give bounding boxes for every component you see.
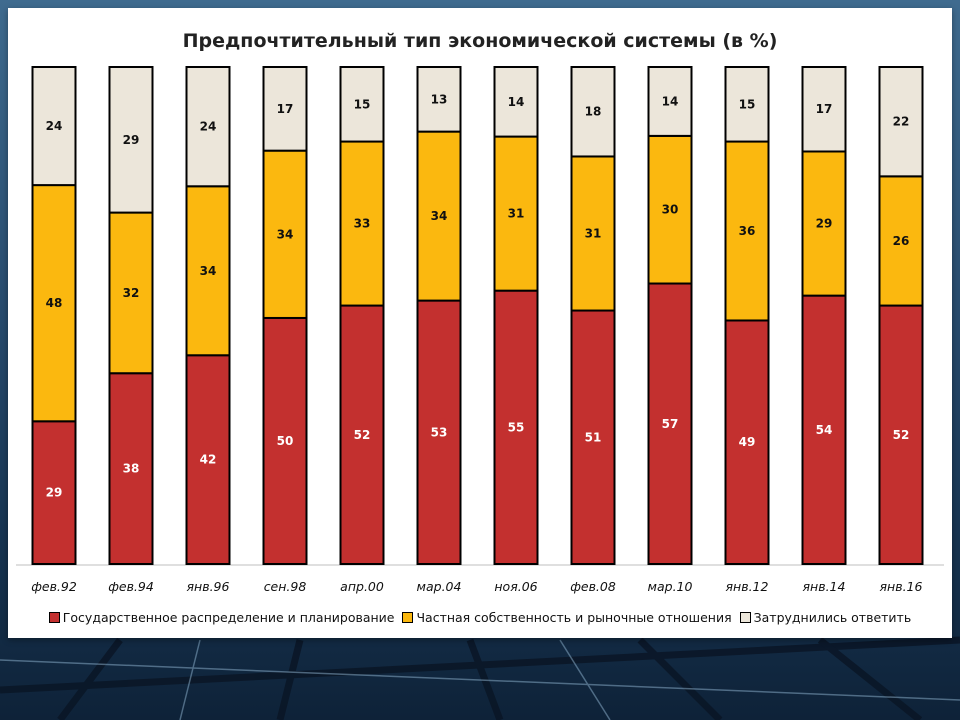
data-label-9-series-0: 49	[739, 435, 756, 449]
bar-segment-9-series-1	[724, 140, 770, 322]
bar-segment-6-series-2	[493, 66, 539, 138]
data-label-2-series-2: 24	[200, 120, 217, 134]
bar-segment-7-series-2	[570, 66, 616, 158]
bar-segment-11-series-1	[878, 175, 924, 307]
bar-segment-4-series-0	[339, 304, 385, 565]
x-tick-label-2: янв.96	[187, 579, 230, 594]
data-label-9-series-1: 36	[739, 224, 756, 238]
chart-panel: Предпочтительный тип экономической систе…	[8, 8, 952, 638]
bar-segment-7-series-0	[570, 309, 616, 565]
data-label-8-series-2: 14	[662, 94, 679, 108]
data-label-0-series-2: 24	[46, 119, 63, 133]
bar-segment-3-series-2	[262, 66, 308, 152]
x-tick-label-9: янв.12	[726, 579, 769, 594]
bar-segment-3-series-0	[262, 316, 308, 565]
x-tick-label-10: янв.14	[803, 579, 846, 594]
data-label-4-series-1: 33	[354, 217, 371, 231]
legend-swatch-state	[48, 612, 60, 623]
bar-segment-0-series-2	[31, 66, 77, 187]
data-label-8-series-1: 30	[662, 203, 679, 217]
data-label-3-series-1: 34	[277, 227, 294, 241]
x-tick-label-7: фев.08	[570, 579, 616, 594]
data-label-6-series-0: 55	[508, 420, 525, 434]
data-label-7-series-0: 51	[585, 430, 602, 444]
bar-segment-10-series-0	[801, 294, 847, 565]
data-label-10-series-1: 29	[816, 217, 833, 231]
data-label-6-series-1: 31	[508, 207, 525, 221]
legend-item-undecided: Затруднились ответить	[739, 610, 912, 625]
bar-segment-4-series-2	[339, 66, 385, 143]
legend-label-undecided: Затруднились ответить	[753, 610, 912, 625]
bar-segment-6-series-1	[493, 135, 539, 292]
data-label-4-series-0: 52	[354, 428, 371, 442]
bar-segment-0-series-0	[31, 420, 77, 565]
legend-label-private: Частная собственность и рыночные отношен…	[416, 610, 732, 625]
x-tick-label-11: янв.16	[880, 579, 923, 594]
data-label-7-series-2: 18	[585, 105, 602, 119]
data-label-0-series-0: 29	[46, 486, 63, 500]
bar-segment-10-series-2	[801, 66, 847, 153]
bar-segment-0-series-1	[31, 184, 77, 423]
x-tick-label-4: апр.00	[340, 579, 384, 594]
bar-segment-5-series-1	[416, 130, 462, 302]
data-label-0-series-1: 48	[46, 296, 63, 310]
data-label-3-series-0: 50	[277, 434, 294, 448]
legend-label-state: Государственное распределение и планиров…	[62, 610, 395, 625]
bar-segment-3-series-1	[262, 149, 308, 319]
bar-segment-5-series-0	[416, 299, 462, 565]
bar-segment-4-series-1	[339, 140, 385, 307]
data-label-10-series-2: 17	[816, 102, 833, 116]
data-label-5-series-2: 13	[431, 92, 448, 106]
data-label-4-series-2: 15	[354, 97, 371, 111]
data-label-11-series-2: 22	[893, 115, 910, 129]
legend-item-private: Частная собственность и рыночные отношен…	[402, 610, 732, 625]
data-label-9-series-2: 15	[739, 97, 756, 111]
data-label-5-series-1: 34	[431, 209, 448, 223]
bar-segment-11-series-2	[878, 66, 924, 178]
bar-segment-5-series-2	[416, 66, 462, 133]
data-label-7-series-1: 31	[585, 226, 602, 240]
chart-legend: Государственное распределение и планиров…	[8, 610, 952, 625]
x-tick-label-0: фев.92	[31, 579, 77, 594]
bar-segment-10-series-1	[801, 150, 847, 297]
data-label-6-series-2: 14	[508, 95, 525, 109]
bar-segment-8-series-2	[647, 66, 693, 137]
x-tick-label-3: сен.98	[264, 579, 307, 594]
bar-segment-2-series-0	[185, 354, 231, 566]
data-label-1-series-0: 38	[123, 462, 140, 476]
data-label-3-series-2: 17	[277, 102, 294, 116]
bar-segment-1-series-1	[108, 211, 154, 375]
bar-segment-9-series-2	[724, 66, 770, 143]
data-label-11-series-0: 52	[893, 428, 910, 442]
legend-swatch-undecided	[739, 612, 751, 623]
bar-segment-1-series-0	[108, 372, 154, 565]
data-label-5-series-0: 53	[431, 425, 448, 439]
legend-item-state: Государственное распределение и планиров…	[48, 610, 395, 625]
data-label-11-series-1: 26	[893, 234, 910, 248]
legend-swatch-private	[402, 612, 414, 623]
x-tick-label-1: фев.94	[108, 579, 154, 594]
data-label-1-series-2: 29	[123, 133, 140, 147]
data-label-10-series-0: 54	[816, 423, 833, 437]
data-label-2-series-0: 42	[200, 453, 217, 467]
x-tick-label-6: ноя.06	[494, 579, 537, 594]
data-label-2-series-1: 34	[200, 264, 217, 278]
chart-title: Предпочтительный тип экономической систе…	[182, 30, 778, 52]
bar-segment-8-series-1	[647, 134, 693, 285]
stacked-bar-chart: 29 48 24 фев.92 38 32 29 фев.94 42 34 24 янв.96 50 34…	[16, 66, 944, 594]
bar-segment-1-series-2	[108, 66, 154, 214]
bar-segment-2-series-2	[185, 66, 231, 188]
x-tick-label-8: мар.10	[648, 579, 693, 594]
data-label-1-series-1: 32	[123, 286, 140, 300]
x-tick-label-5: мар.04	[417, 579, 462, 594]
data-label-8-series-0: 57	[662, 417, 679, 431]
